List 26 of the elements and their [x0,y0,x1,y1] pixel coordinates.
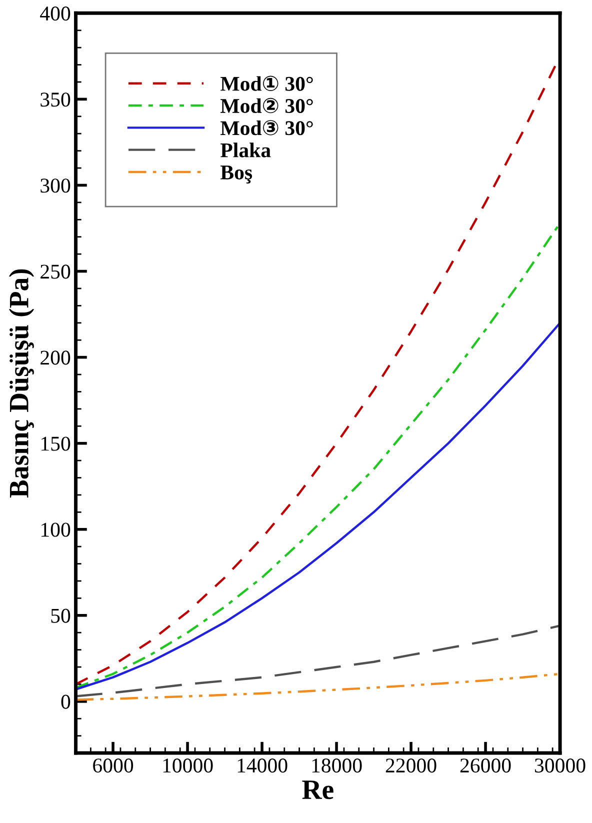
x-tick-label: 30000 [534,758,586,773]
x-tick-label: 10000 [163,758,213,773]
x-tick-label: 18000 [312,758,362,773]
x-tick-label: 22000 [386,758,436,773]
legend-label: Mod② 30° [220,98,313,114]
line-series [76,672,560,701]
y-tick-label: 200 [40,350,70,365]
legend-label: Mod③ 30° [220,120,313,136]
x-tick-label: 26000 [460,758,511,773]
y-tick-label: 400 [40,6,70,21]
line-series [76,322,560,690]
x-tick-label: 6000 [93,758,134,773]
y-tick-label: 300 [40,178,70,193]
x-axis-title: Re [302,780,334,800]
y-tick-label: 250 [40,264,70,279]
y-tick-label: 350 [40,92,70,107]
line-series [76,624,560,698]
x-tick-label: 14000 [238,758,288,773]
y-tick-label: 50 [51,608,70,623]
y-tick-label: 0 [61,694,70,709]
legend-label: Boş [220,166,252,184]
y-tick-label: 150 [42,436,70,451]
y-tick-label: 100 [42,522,70,537]
legend-label: Mod① 30° [220,76,313,91]
y-axis-title: Basınç Düşüşü (Pa) [8,269,34,498]
legend-label: Plaka [220,142,271,158]
